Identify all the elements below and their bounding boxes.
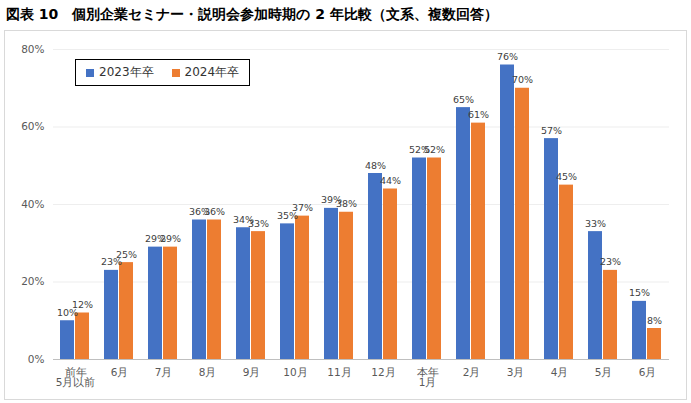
html-text:2024年卒: 2024年卒	[184, 65, 240, 79]
svg-text:8月: 8月	[199, 366, 217, 378]
svg-text:8%: 8%	[647, 315, 662, 326]
svg-text:29%: 29%	[160, 233, 181, 244]
svg-text:65%: 65%	[453, 94, 474, 105]
svg-text:45%: 45%	[556, 171, 577, 182]
svg-text:9月: 9月	[243, 366, 261, 378]
svg-text:15%: 15%	[629, 287, 650, 298]
svg-text:80%: 80%	[21, 43, 44, 55]
svg-text:48%: 48%	[365, 160, 386, 171]
svg-text:37%: 37%	[292, 202, 313, 213]
svg-text:前年5月以前: 前年5月以前	[56, 366, 96, 389]
svg-text:3月: 3月	[507, 366, 525, 378]
svg-text:10月: 10月	[283, 366, 307, 378]
svg-text:6月: 6月	[111, 366, 129, 378]
svg-text:39%: 39%	[320, 194, 343, 206]
svg-text:29%: 29%	[144, 233, 167, 245]
svg-text:61%: 61%	[468, 109, 489, 120]
svg-text:76%: 76%	[497, 51, 518, 62]
svg-text:12%: 12%	[72, 299, 93, 310]
svg-text:60%: 60%	[21, 120, 44, 132]
svg-text:40%: 40%	[21, 198, 44, 210]
svg-text:52%: 52%	[408, 144, 431, 155]
svg-text:38%: 38%	[336, 198, 357, 209]
svg-text:57%: 57%	[541, 125, 562, 136]
svg-text:25%: 25%	[116, 249, 137, 260]
svg-text:36%: 36%	[188, 206, 211, 217]
svg-text:34%: 34%	[232, 213, 255, 225]
svg-text:10%: 10%	[56, 306, 79, 318]
html-text:図表 10 個別企業セミナー・説明会参加時期の 2 年比較（: 図表 10 個別企業セミナー・説明会参加時期の 2 年比較（文系、複数回答）	[6, 6, 498, 22]
svg-text:36%: 36%	[204, 206, 225, 217]
svg-text:23%: 23%	[600, 256, 621, 267]
svg-text:12月: 12月	[371, 366, 395, 378]
svg-text:20%: 20%	[21, 275, 44, 287]
svg-text:44%: 44%	[380, 175, 401, 186]
svg-text:7月: 7月	[155, 366, 173, 378]
svg-text:33%: 33%	[248, 218, 269, 229]
svg-text:52%: 52%	[424, 144, 445, 155]
svg-text:0%: 0%	[28, 353, 45, 365]
svg-text:本年1月: 本年1月	[417, 366, 439, 389]
svg-text:2月: 2月	[463, 366, 481, 378]
svg-text:11月: 11月	[327, 366, 351, 378]
svg-text:70%: 70%	[512, 74, 533, 85]
svg-text:33%: 33%	[585, 218, 606, 229]
svg-text:35%: 35%	[276, 209, 299, 221]
html-text:2023年卒: 2023年卒	[99, 65, 154, 79]
svg-text:5月: 5月	[595, 366, 613, 378]
svg-text:6月: 6月	[639, 366, 657, 378]
svg-text:23%: 23%	[100, 256, 123, 268]
svg-text:4月: 4月	[551, 366, 569, 378]
